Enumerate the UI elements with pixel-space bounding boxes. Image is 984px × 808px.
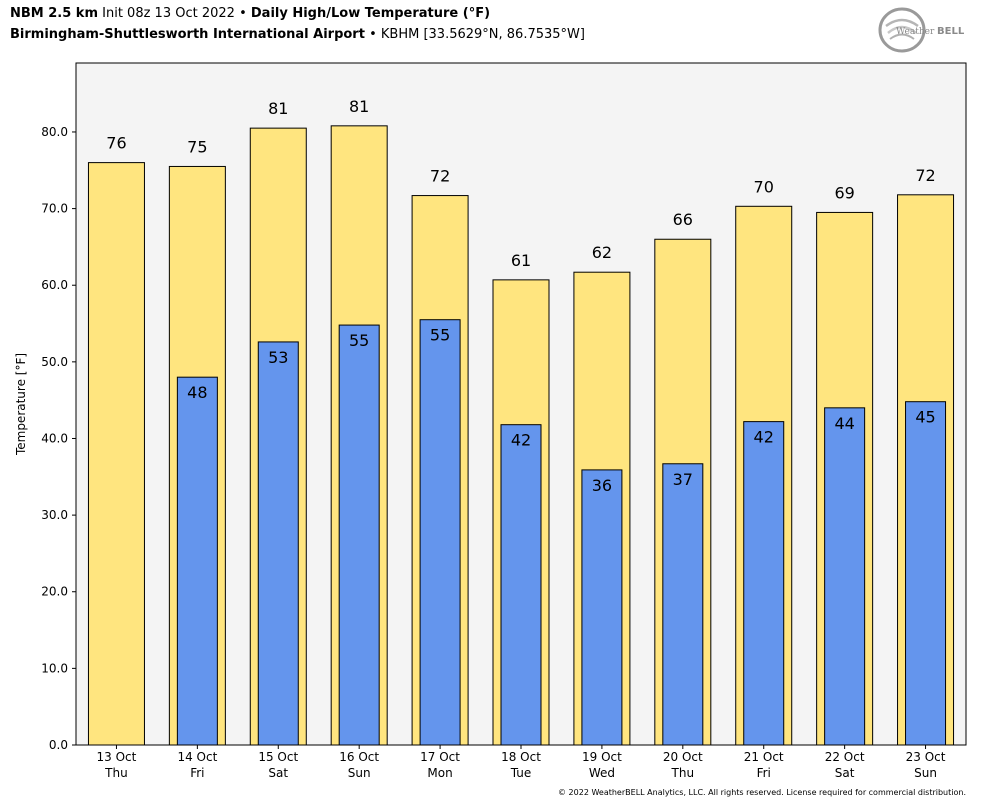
high-temp-label: 62 bbox=[592, 243, 612, 262]
weatherbell-logo: Weather BELL bbox=[878, 7, 965, 53]
init-time: Init 08z 13 Oct 2022 bbox=[102, 6, 235, 21]
high-temp-label: 66 bbox=[673, 210, 693, 229]
station-line: Birmingham-Shuttlesworth International A… bbox=[10, 27, 585, 42]
low-temp-label: 44 bbox=[834, 414, 854, 433]
x-tick-label-date: 13 Oct bbox=[97, 750, 137, 764]
x-tick-label-date: 15 Oct bbox=[258, 750, 298, 764]
x-tick-label-date: 16 Oct bbox=[339, 750, 379, 764]
y-tick-label: 0.0 bbox=[49, 738, 68, 752]
station-location: KBHM [33.5629°N, 86.7535°W] bbox=[380, 27, 585, 42]
model-name: NBM 2.5 km bbox=[10, 6, 98, 21]
y-tick-label: 10.0 bbox=[41, 661, 68, 675]
x-tick-label-date: 20 Oct bbox=[663, 750, 703, 764]
high-temp-label: 76 bbox=[106, 134, 126, 153]
low-temp-label: 53 bbox=[268, 348, 288, 367]
y-tick-label: 30.0 bbox=[41, 508, 68, 522]
separator: • bbox=[369, 27, 377, 42]
y-tick-label: 50.0 bbox=[41, 355, 68, 369]
plot-frame bbox=[75, 62, 967, 746]
low-temp-label: 55 bbox=[430, 326, 450, 345]
x-tick-label-date: 21 Oct bbox=[744, 750, 784, 764]
x-tick-label-date: 22 Oct bbox=[825, 750, 865, 764]
low-temp-label: 48 bbox=[187, 383, 207, 402]
low-temp-bar bbox=[257, 341, 299, 746]
low-temp-label: 42 bbox=[511, 431, 531, 450]
low-temp-bar bbox=[824, 407, 866, 746]
y-tick-label: 80.0 bbox=[41, 125, 68, 139]
high-temp-label: 81 bbox=[349, 97, 369, 116]
y-tick-label: 40.0 bbox=[41, 431, 68, 445]
high-temp-label: 72 bbox=[430, 167, 450, 186]
station-name: Birmingham-Shuttlesworth International A… bbox=[10, 27, 365, 42]
low-temp-bar bbox=[176, 376, 218, 746]
high-temp-label: 81 bbox=[268, 99, 288, 118]
low-temp-label: 36 bbox=[592, 476, 612, 495]
low-temp-bar bbox=[743, 421, 785, 746]
x-tick-label-day: Thu bbox=[104, 766, 128, 780]
low-temp-label: 37 bbox=[673, 470, 693, 489]
high-temp-label: 72 bbox=[915, 166, 935, 185]
low-temp-label: 45 bbox=[915, 408, 935, 427]
x-tick-label-day: Fri bbox=[190, 766, 204, 780]
high-temp-label: 70 bbox=[754, 177, 774, 196]
copyright-footer: © 2022 WeatherBELL Analytics, LLC. All r… bbox=[558, 788, 966, 797]
high-temp-bar bbox=[87, 162, 145, 746]
x-tick-label-date: 18 Oct bbox=[501, 750, 541, 764]
high-temp-label: 75 bbox=[187, 137, 207, 156]
x-tick-label-day: Sat bbox=[835, 766, 855, 780]
low-temp-bar bbox=[662, 463, 704, 746]
low-temp-label: 42 bbox=[754, 428, 774, 447]
y-tick-label: 60.0 bbox=[41, 278, 68, 292]
x-tick-label-date: 14 Oct bbox=[177, 750, 217, 764]
low-temp-bar bbox=[500, 424, 542, 746]
logo-bell-text: BELL bbox=[937, 26, 965, 37]
low-temp-bar bbox=[338, 324, 380, 746]
high-temp-label: 69 bbox=[834, 183, 854, 202]
low-temp-bar bbox=[419, 319, 461, 746]
x-tick-label-day: Sat bbox=[268, 766, 288, 780]
y-tick-label: 20.0 bbox=[41, 585, 68, 599]
high-temp-label: 61 bbox=[511, 251, 531, 270]
x-tick-label-date: 17 Oct bbox=[420, 750, 460, 764]
x-tick-label-day: Wed bbox=[589, 766, 615, 780]
y-tick-label: 70.0 bbox=[41, 202, 68, 216]
x-tick-label-day: Fri bbox=[757, 766, 771, 780]
x-tick-label-day: Mon bbox=[427, 766, 452, 780]
chart-title: Daily High/Low Temperature (°F) bbox=[250, 6, 491, 21]
x-tick-label-date: 19 Oct bbox=[582, 750, 622, 764]
x-tick-label-day: Sun bbox=[914, 766, 937, 780]
x-tick-label-day: Thu bbox=[671, 766, 695, 780]
low-temp-bar bbox=[905, 401, 947, 746]
low-temp-label: 55 bbox=[349, 331, 369, 350]
chart-title-line: NBM 2.5 km Init 08z 13 Oct 2022 • Daily … bbox=[10, 6, 490, 21]
x-tick-label-day: Sun bbox=[348, 766, 371, 780]
low-temp-bar bbox=[581, 469, 623, 746]
y-axis-label: Temperature [°F] bbox=[14, 353, 28, 456]
logo-weather-text: Weather bbox=[896, 27, 935, 37]
separator: • bbox=[239, 6, 247, 21]
x-tick-label-date: 23 Oct bbox=[906, 750, 946, 764]
x-tick-label-day: Tue bbox=[510, 766, 532, 780]
